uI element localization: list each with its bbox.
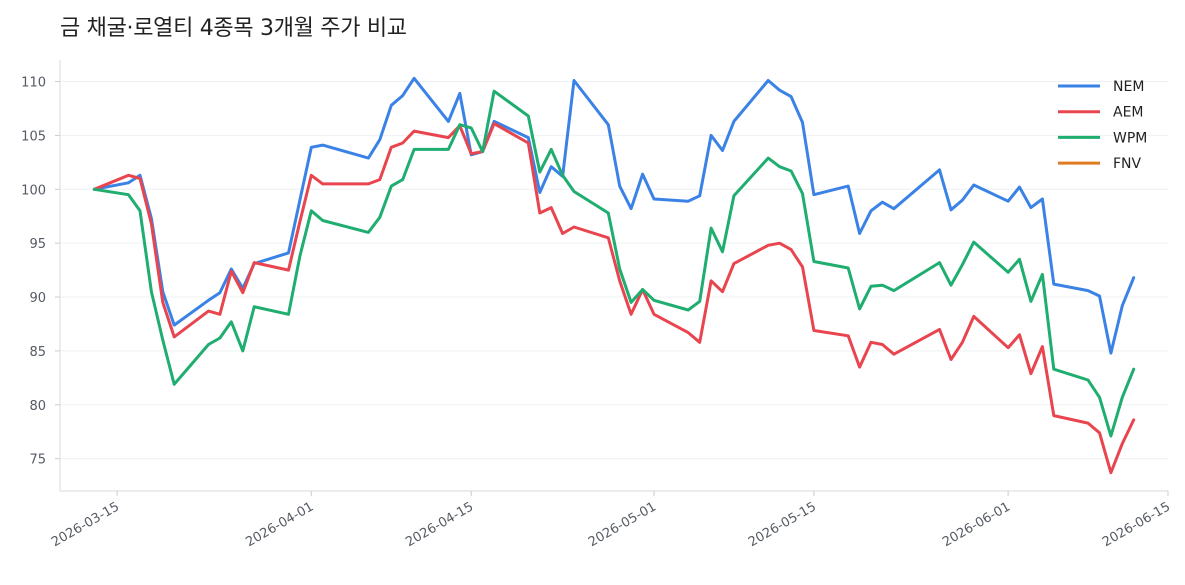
legend-label-wpm: WPM: [1113, 130, 1147, 146]
x-tick-label: 2026-03-15: [49, 499, 122, 550]
y-tick-label: 100: [21, 183, 46, 198]
y-tick-label: 110: [21, 76, 46, 91]
x-tick-label: 2026-06-01: [940, 499, 1013, 550]
series-lines: [92, 76, 1136, 475]
x-tick-label: 2026-06-15: [1100, 499, 1173, 550]
x-tick-label: 2026-04-01: [243, 499, 316, 550]
series-line-wpm: [92, 89, 1136, 438]
x-tick-label: 2026-04-15: [403, 499, 476, 550]
grid-lines: [60, 81, 1168, 460]
y-tick-label: 90: [29, 291, 46, 306]
chart-title: 금 채굴·로열티 4종목 3개월 주가 비교: [60, 16, 407, 41]
y-tick-label: 80: [29, 399, 46, 414]
y-tick-label: 95: [29, 237, 46, 252]
series-line-nem: [92, 76, 1136, 355]
series-line-aem: [92, 122, 1136, 475]
y-tick-label: 105: [21, 129, 46, 144]
legend-label-nem: NEM: [1113, 79, 1144, 95]
legend-label-fnv: FNV: [1113, 156, 1142, 172]
legend: NEM AEM WPM FNV: [1058, 79, 1147, 172]
legend-label-aem: AEM: [1113, 105, 1144, 121]
y-tick-label: 85: [29, 345, 46, 360]
x-tick-label: 2026-05-15: [746, 499, 819, 550]
axes: 75 80 85 90 95 100 105 110 2026-03-15 2026-04-01 2…: [21, 60, 1173, 550]
x-tick-label: 2026-05-01: [586, 499, 659, 550]
y-tick-label: 75: [29, 453, 46, 468]
